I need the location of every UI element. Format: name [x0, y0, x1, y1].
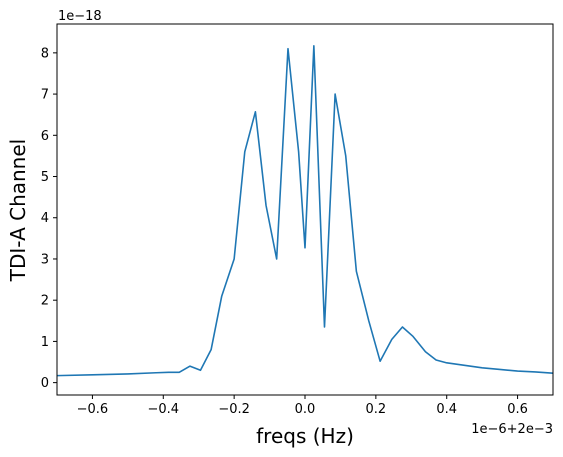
plot-area — [57, 24, 553, 395]
x-tick-label: 0.0 — [295, 402, 316, 417]
y-tick-label: 1 — [41, 335, 49, 350]
y-tick-label: 0 — [41, 376, 49, 391]
y-tick-label: 4 — [41, 211, 49, 226]
axes-frame — [56, 23, 554, 396]
x-axis-ticks: −0.6 −0.4 −0.2 0.0 0.2 0.4 0.6 — [77, 395, 528, 417]
y-tick-label: 5 — [41, 170, 49, 185]
y-offset-text: 1e−18 — [58, 9, 102, 24]
series-lines — [56, 45, 554, 377]
y-tick-label: 6 — [41, 129, 49, 144]
x-tick-label: −0.6 — [77, 402, 109, 417]
x-tick-label: 0.4 — [436, 402, 457, 417]
y-axis-ticks: 0 1 2 3 4 5 6 7 8 — [41, 46, 57, 391]
series-line — [56, 45, 554, 377]
y-axis-label: TDI-A Channel — [6, 139, 30, 282]
x-tick-label: 0.2 — [366, 402, 387, 417]
y-tick-label: 8 — [41, 46, 49, 61]
y-tick-label: 3 — [41, 252, 49, 267]
x-tick-label: −0.2 — [218, 402, 250, 417]
x-offset-text: 1e−6+2e−3 — [471, 422, 553, 437]
x-tick-label: −0.4 — [147, 402, 179, 417]
y-tick-label: 2 — [41, 294, 49, 309]
y-tick-label: 7 — [41, 88, 49, 103]
x-tick-label: 0.6 — [507, 402, 528, 417]
x-axis-label: freqs (Hz) — [256, 424, 354, 448]
